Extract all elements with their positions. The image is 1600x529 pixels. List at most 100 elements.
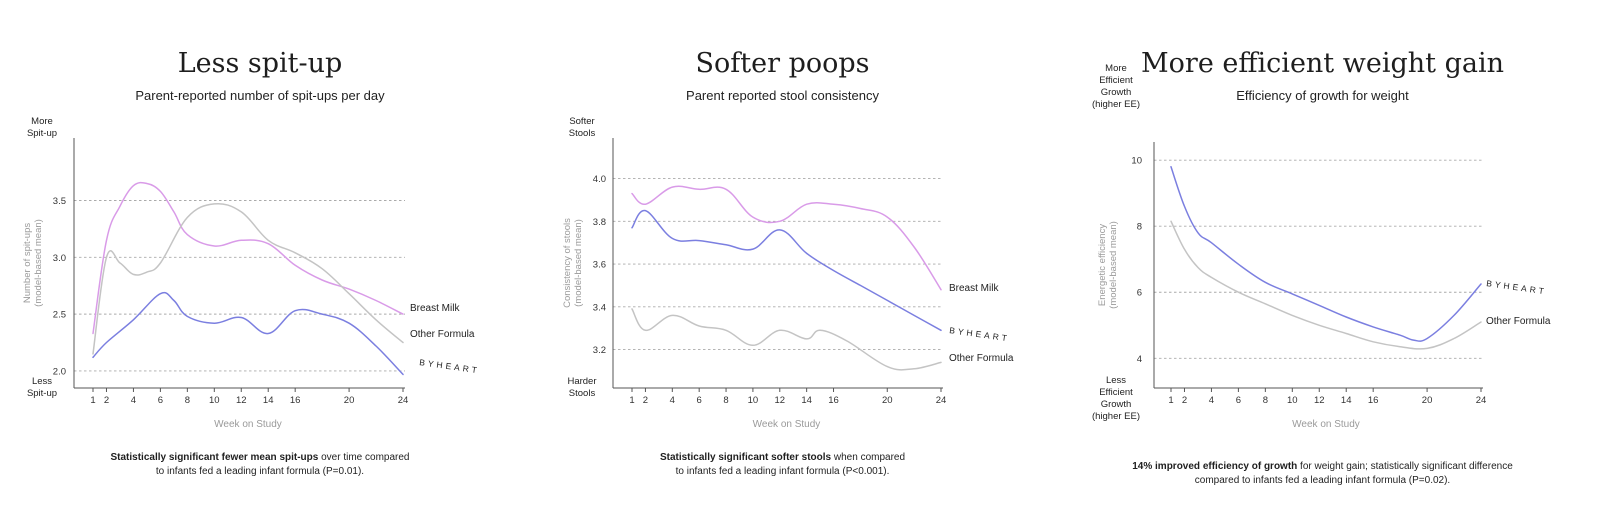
- x-tick-label: 14: [263, 395, 274, 406]
- bottom-axis-descriptor: Growth: [1101, 399, 1132, 410]
- caption-line-2: compared to infants fed a leading infant…: [1194, 475, 1451, 486]
- x-tick-label: 20: [344, 395, 355, 406]
- y-tick-label: 3.0: [53, 253, 66, 264]
- x-axis-label: Week on Study: [1292, 419, 1360, 430]
- y-axis-label: (model-based mean): [33, 219, 44, 307]
- series-line-other-formula: [631, 308, 942, 371]
- x-tick-label: 4: [131, 395, 136, 406]
- x-tick-label: 14: [801, 395, 812, 406]
- x-tick-label: 8: [1263, 395, 1268, 406]
- y-tick-label: 10: [1131, 156, 1142, 167]
- chart-subtitle: Parent-reported number of spit-ups per d…: [135, 88, 385, 103]
- top-axis-descriptor: Spit-up: [27, 128, 57, 139]
- series-line-other-formula: [1170, 220, 1482, 350]
- chart-title: Softer poops: [695, 48, 870, 79]
- y-tick-label: 4: [1137, 354, 1142, 365]
- bottom-axis-descriptor: Efficient: [1099, 387, 1133, 398]
- bottom-axis-descriptor: Less: [1106, 375, 1126, 386]
- chart-title: Less spit-up: [177, 48, 343, 79]
- series-line-byheart: [1170, 166, 1482, 342]
- y-tick-label: 3.2: [593, 345, 606, 356]
- x-tick-label: 6: [697, 395, 702, 406]
- chart-subtitle: Parent reported stool consistency: [686, 88, 879, 103]
- y-axis-label: (model-based mean): [573, 219, 584, 307]
- caption-bold: Statistically significant fewer mean spi…: [110, 452, 319, 463]
- panel-spit-up: Less spit-up Parent-reported number of s…: [0, 0, 520, 529]
- x-axis-label: Week on Study: [214, 419, 282, 430]
- y-axis-label: Energetic efficiency: [1097, 224, 1108, 306]
- x-tick-label: 2: [643, 395, 648, 406]
- series-label-breast-milk: Breast Milk: [410, 303, 460, 314]
- y-tick-label: 4.0: [593, 174, 606, 185]
- caption-bold: 14% improved efficiency of growth: [1132, 461, 1298, 472]
- x-tick-label: 16: [1368, 395, 1379, 406]
- x-tick-label: 8: [723, 395, 728, 406]
- x-tick-label: 10: [748, 395, 759, 406]
- caption-rest: when compared: [831, 452, 906, 463]
- y-tick-label: 6: [1137, 288, 1142, 299]
- series-line-other-formula: [92, 202, 404, 355]
- series-label-other-formula: Other Formula: [410, 329, 475, 340]
- top-axis-descriptor: Efficient: [1099, 75, 1133, 86]
- series-label-byheart: BYHEART: [419, 357, 481, 375]
- series-line-byheart: [631, 209, 942, 332]
- top-axis-descriptor: Growth: [1101, 87, 1132, 98]
- bottom-axis-descriptor: Spit-up: [27, 388, 57, 399]
- x-tick-label: 10: [1287, 395, 1298, 406]
- x-tick-label: 16: [290, 395, 301, 406]
- chart-title: More efficient weight gain: [1141, 48, 1504, 79]
- x-tick-label: 6: [1236, 395, 1241, 406]
- x-tick-label: 14: [1341, 395, 1352, 406]
- y-tick-label: 3.4: [593, 302, 606, 313]
- bottom-axis-descriptor: Less: [32, 376, 52, 387]
- panel-stools: Softer poops Parent reported stool consi…: [520, 0, 1045, 529]
- y-axis-label: (model-based mean): [1108, 221, 1119, 309]
- series-label-byheart: BYHEART: [1486, 278, 1548, 296]
- chart-subtitle: Efficiency of growth for weight: [1236, 88, 1409, 103]
- x-tick-label: 1: [90, 395, 95, 406]
- x-tick-label: 1: [1168, 395, 1173, 406]
- x-tick-label: 2: [104, 395, 109, 406]
- x-tick-label: 24: [1476, 395, 1487, 406]
- x-tick-label: 6: [158, 395, 163, 406]
- x-tick-label: 1: [629, 395, 634, 406]
- top-axis-descriptor: More: [31, 116, 53, 127]
- series-label-other-formula: Other Formula: [1486, 316, 1551, 327]
- top-axis-descriptor: (higher EE): [1092, 99, 1140, 110]
- y-tick-label: 8: [1137, 222, 1142, 233]
- x-tick-label: 2: [1182, 395, 1187, 406]
- top-axis-descriptor: More: [1105, 63, 1127, 74]
- caption-rest: for weight gain; statistically significa…: [1297, 461, 1513, 472]
- series-label-other-formula: Other Formula: [949, 353, 1014, 364]
- caption-line-2: to infants fed a leading infant formula …: [675, 466, 890, 477]
- caption-line-2: to infants fed a leading infant formula …: [155, 466, 365, 477]
- caption-bold: Statistically significant softer stools: [659, 452, 832, 463]
- series-label-byheart: BYHEART: [949, 325, 1011, 343]
- chart-caption: Statistically significant softer stools …: [520, 451, 1045, 479]
- x-tick-label: 12: [1314, 395, 1325, 406]
- x-tick-label: 12: [774, 395, 785, 406]
- x-tick-label: 24: [398, 395, 409, 406]
- y-tick-label: 3.8: [593, 217, 606, 228]
- x-tick-label: 4: [670, 395, 675, 406]
- x-axis-label: Week on Study: [753, 419, 821, 430]
- x-tick-label: 4: [1209, 395, 1214, 406]
- series-line-breast-milk: [92, 181, 404, 335]
- caption-rest: over time compared: [318, 452, 410, 463]
- series-line-byheart: [92, 291, 404, 376]
- y-tick-label: 3.5: [53, 196, 66, 207]
- series-label-breast-milk: Breast Milk: [949, 283, 999, 294]
- bottom-axis-descriptor: (higher EE): [1092, 411, 1140, 422]
- y-axis-label: Consistency of stools: [562, 218, 573, 308]
- x-tick-label: 12: [236, 395, 247, 406]
- y-tick-label: 2.0: [53, 366, 66, 377]
- x-tick-label: 20: [882, 395, 893, 406]
- x-tick-label: 20: [1422, 395, 1433, 406]
- x-tick-label: 8: [185, 395, 190, 406]
- bottom-axis-descriptor: Harder: [567, 376, 596, 387]
- top-axis-descriptor: Softer: [569, 116, 594, 127]
- y-tick-label: 2.5: [53, 310, 66, 321]
